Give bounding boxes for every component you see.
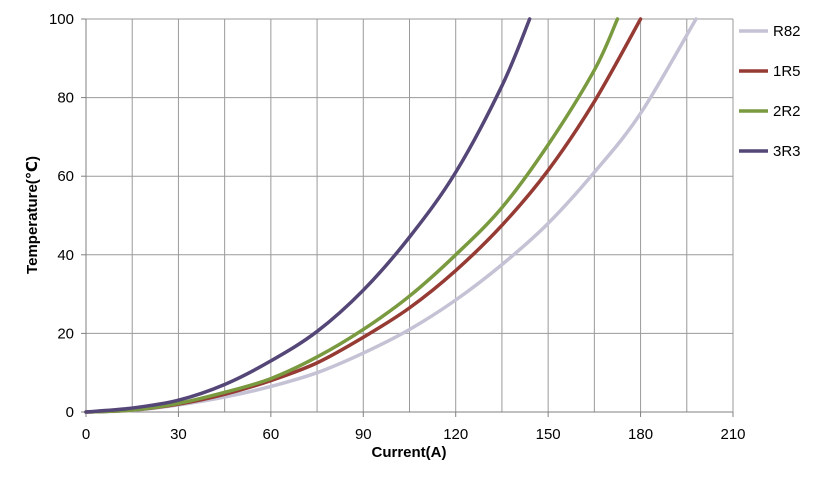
x-tick-label: 30 [170, 426, 187, 443]
y-tick-label: 20 [57, 325, 74, 342]
y-tick-label: 40 [57, 247, 74, 264]
x-tick-label: 210 [720, 426, 745, 443]
x-tick-label: 0 [82, 426, 90, 443]
x-axis-title: Current(A) [372, 444, 447, 461]
y-axis-title: Temperature(℃) [24, 156, 41, 274]
legend-label-r82: R82 [773, 23, 801, 40]
series-line-2r2 [84, 17, 620, 414]
y-tick-label: 60 [57, 168, 74, 185]
legend: R82 1R5 2R2 3R3 [739, 23, 801, 160]
y-tick-label: 0 [66, 404, 74, 421]
y-tick-label: 100 [49, 11, 74, 28]
legend-label-2r2: 2R2 [773, 103, 801, 120]
legend-label-1r5: 1R5 [773, 63, 801, 80]
legend-label-3r3: 3R3 [773, 143, 801, 160]
x-tick-label: 150 [536, 426, 561, 443]
series-line-3r3 [84, 17, 532, 414]
x-tick-label: 90 [355, 426, 372, 443]
x-tick-label: 60 [263, 426, 280, 443]
axes: 0 30 60 90 120 150 180 210 0 20 40 60 80 100 [49, 11, 746, 443]
x-tick-label: 180 [628, 426, 653, 443]
x-tick-label: 120 [443, 426, 468, 443]
series-lines [84, 17, 698, 414]
y-tick-label: 80 [57, 90, 74, 107]
